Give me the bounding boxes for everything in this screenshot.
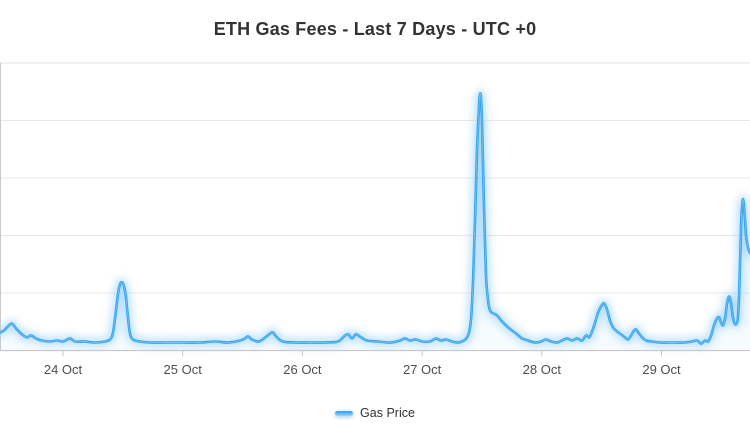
legend-item-gas-price[interactable]: Gas Price (0, 404, 750, 422)
legend-line-marker-icon (335, 410, 354, 416)
chart-title: ETH Gas Fees - Last 7 Days - UTC +0 (213, 19, 537, 39)
x-tick-label: 25 Oct (163, 362, 202, 377)
legend-label: Gas Price (360, 406, 415, 420)
x-tick-label: 29 Oct (642, 362, 681, 377)
x-tick-label: 28 Oct (522, 362, 561, 377)
x-tick-label: 26 Oct (283, 362, 322, 377)
x-tick-label: 24 Oct (43, 362, 83, 377)
x-tick-label: 27 Oct (402, 362, 442, 377)
